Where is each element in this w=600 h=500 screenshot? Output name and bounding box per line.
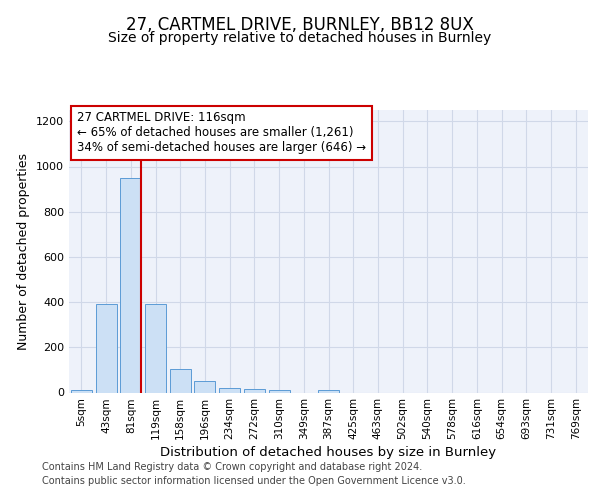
Bar [269, 390, 290, 392]
X-axis label: Distribution of detached houses by size in Burnley: Distribution of detached houses by size … [160, 446, 497, 460]
Bar [244, 388, 265, 392]
Text: 27 CARTMEL DRIVE: 116sqm
← 65% of detached houses are smaller (1,261)
34% of sem: 27 CARTMEL DRIVE: 116sqm ← 65% of detach… [77, 112, 366, 154]
Bar [219, 388, 240, 392]
Bar [120, 178, 141, 392]
Bar [145, 304, 166, 392]
Bar [95, 304, 116, 392]
Text: Contains HM Land Registry data © Crown copyright and database right 2024.: Contains HM Land Registry data © Crown c… [42, 462, 422, 472]
Bar [71, 390, 92, 392]
Y-axis label: Number of detached properties: Number of detached properties [17, 153, 31, 350]
Bar [170, 369, 191, 392]
Text: Contains public sector information licensed under the Open Government Licence v3: Contains public sector information licen… [42, 476, 466, 486]
Bar [318, 390, 339, 392]
Bar [194, 381, 215, 392]
Text: Size of property relative to detached houses in Burnley: Size of property relative to detached ho… [109, 31, 491, 45]
Text: 27, CARTMEL DRIVE, BURNLEY, BB12 8UX: 27, CARTMEL DRIVE, BURNLEY, BB12 8UX [126, 16, 474, 34]
